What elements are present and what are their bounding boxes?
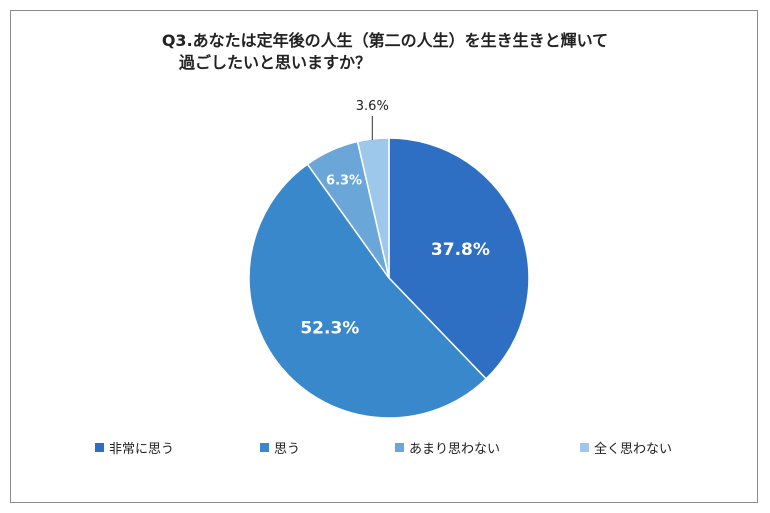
legend-item-not-much: あまり思わない <box>395 438 500 457</box>
legend-swatch <box>95 443 104 452</box>
legend-label: 全く思わない <box>594 442 673 457</box>
data-label-think-so: 52.3% <box>300 318 359 338</box>
data-label-very-much: 37.8% <box>431 240 490 260</box>
pie-slice-very-much <box>388 137 530 380</box>
pie-slice-think-so <box>248 163 488 419</box>
data-label-not-much: 6.3% <box>326 173 362 188</box>
chart-legend: 非常に思う 思う あまり思わない 全く思わない <box>0 438 770 458</box>
legend-label: 非常に思う <box>109 442 175 457</box>
data-label-not-at-all: 3.6% <box>356 99 389 114</box>
legend-label: あまり思わない <box>409 442 501 457</box>
pie-slice-not-at-all <box>356 137 390 279</box>
legend-item-very-much: 非常に思う <box>95 438 174 457</box>
legend-label: 思う <box>274 442 301 457</box>
chart-title-line1: Q3.あなたは定年後の人生（第二の人生）を生き生きと輝いて <box>161 31 609 50</box>
chart-title-line2: 過ごしたいと思いますか？ <box>178 53 371 72</box>
legend-swatch <box>260 443 269 452</box>
chart-title: Q3.あなたは定年後の人生（第二の人生）を生き生きと輝いて 過ごしたいと思います… <box>0 30 770 74</box>
legend-swatch <box>580 443 589 452</box>
legend-swatch <box>395 443 404 452</box>
legend-item-not-at-all: 全く思わない <box>580 438 672 457</box>
legend-item-think-so: 思う <box>260 438 300 457</box>
